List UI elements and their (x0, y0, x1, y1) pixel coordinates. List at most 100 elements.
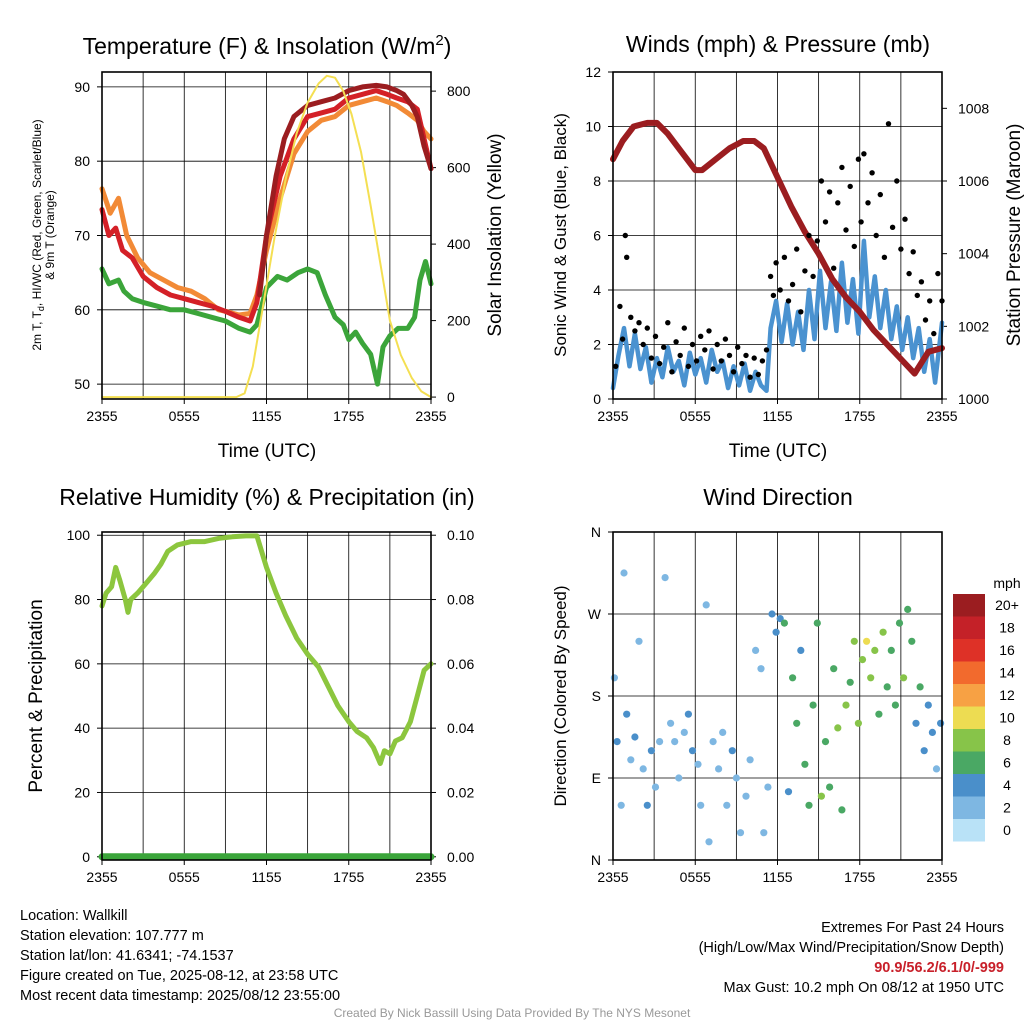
direction-point (627, 756, 635, 764)
colorbar-label: 6 (1003, 755, 1011, 771)
black-gust-dots-point (869, 170, 875, 176)
direction-point (688, 747, 697, 755)
scarlet-heat-index-line (257, 82, 434, 298)
black-gust-dots-point (735, 344, 741, 350)
direction-point (867, 674, 875, 682)
direction-point (647, 747, 656, 755)
y-tick-label: 2 (593, 337, 601, 353)
y2-tick-label: 0 (447, 389, 455, 405)
direction-point (694, 760, 702, 768)
direction-point (793, 719, 801, 727)
y2-tick-label: 0.04 (447, 720, 474, 736)
max-gust: Max Gust: 10.2 mph On 08/12 at 1950 UTC (723, 980, 1004, 996)
temperature-y2label: Solar Insolation (Yellow) (485, 133, 506, 336)
direction-point (784, 788, 793, 796)
plot-border (612, 531, 943, 861)
direction-ylabel: Direction (Colored By Speed) (551, 585, 570, 806)
svg-text:& 9m T (Orange): & 9m T (Orange) (43, 190, 57, 280)
direction-point (671, 738, 679, 746)
y-tick-label: 10 (585, 119, 601, 135)
colorbar-label: 20+ (995, 597, 1019, 613)
y-tick-label: 80 (74, 153, 90, 169)
black-gust-dots-point (898, 246, 904, 252)
direction-point (891, 701, 900, 709)
black-gust-dots-point (763, 347, 770, 353)
direction-point (760, 829, 768, 837)
x-tick-label: 2355 (415, 408, 446, 424)
direction-panel: Wind Direction 2355 0555 1155 1755 2355NESWN… (551, 484, 1021, 885)
y-tick-label: 80 (74, 592, 90, 608)
temperature-plot-area: 2355 0555 1155 1755 2355 50 60 70 80 90 0 200 400 600… (74, 71, 471, 424)
direction-point (826, 783, 834, 791)
winds-xlabel: Time (UTC) (729, 441, 828, 462)
direction-point (797, 646, 805, 655)
black-gust-dots-point (918, 279, 925, 285)
black-gust-dots-point (861, 151, 867, 157)
plot-border (101, 71, 432, 400)
y-tick-label: 12 (585, 64, 601, 80)
station-location: Location: Wallkill (20, 908, 128, 924)
colorbar-label: 12 (999, 687, 1015, 703)
y-tick-label: 6 (593, 228, 601, 244)
direction-point (675, 774, 683, 782)
direction-point (924, 701, 932, 709)
black-gust-dots-point (914, 292, 920, 299)
winds-plot-area: 2355 0555 1155 1755 235502468101210001002100… (585, 64, 989, 424)
x-tick-label: 1755 (844, 869, 875, 885)
black-gust-dots-point (881, 254, 888, 260)
direction-legend-title: mph (993, 575, 1020, 591)
y2-tick-label: 1000 (958, 391, 989, 407)
black-gust-dots-point (927, 298, 933, 304)
extremes-title: Extremes For Past 24 Hours (821, 920, 1004, 936)
direction-point (752, 646, 760, 655)
direction-point (639, 765, 647, 773)
colorbar-swatch (953, 639, 985, 662)
black-gust-dots-point (617, 303, 623, 310)
direction-point (817, 792, 826, 800)
direction-point (928, 728, 937, 737)
black-gust-dots-point (751, 355, 757, 361)
direction-point (887, 646, 895, 655)
direction-point (830, 665, 838, 673)
humidity-panel: Relative Humidity (%) & Precipitation (i… (26, 484, 475, 885)
direction-point (801, 760, 809, 768)
direction-point (723, 801, 731, 809)
colorbar-swatch (953, 706, 985, 729)
black-gust-dots-point (661, 344, 667, 350)
black-gust-dots-point (831, 265, 837, 271)
black-gust-dots-point (781, 254, 788, 260)
x-tick-label: 2355 (86, 869, 117, 885)
direction-point (895, 619, 904, 627)
black-gust-dots-point (889, 224, 896, 230)
y2-tick-label: 1006 (958, 173, 989, 189)
y-tick-label: E (592, 770, 601, 786)
y-tick-label: N (591, 852, 601, 868)
y-tick-label: 50 (74, 376, 90, 392)
black-gust-dots-point (644, 325, 650, 331)
colorbar-label: 10 (999, 710, 1015, 726)
direction-point (834, 724, 842, 732)
direction-point (656, 738, 664, 746)
black-gust-dots-point (722, 336, 729, 342)
yellow-insolation-line (101, 74, 432, 399)
black-gust-dots-point (693, 358, 700, 364)
black-gust-dots-point (619, 336, 626, 342)
colorbar-label: 16 (999, 642, 1015, 658)
y2-tick-label: 0.06 (447, 656, 474, 672)
direction-point (937, 719, 945, 727)
x-tick-label: 2355 (415, 869, 446, 885)
winds-title: Winds (mph) & Pressure (mb) (626, 31, 930, 57)
black-gust-dots-point (673, 339, 679, 345)
x-tick-label: 1755 (333, 408, 364, 424)
colorbar-swatch (953, 594, 985, 617)
direction-point (651, 783, 660, 791)
black-gust-dots-point (669, 369, 675, 375)
black-gust-dots-point (710, 366, 716, 372)
direction-point (631, 733, 639, 741)
direction-point (736, 829, 745, 837)
y2-tick-label: 800 (447, 83, 471, 99)
y-tick-label: 40 (74, 720, 90, 736)
direction-point (610, 674, 619, 682)
black-gust-dots-point (802, 268, 808, 274)
y2-tick-label: 0.00 (447, 849, 474, 865)
